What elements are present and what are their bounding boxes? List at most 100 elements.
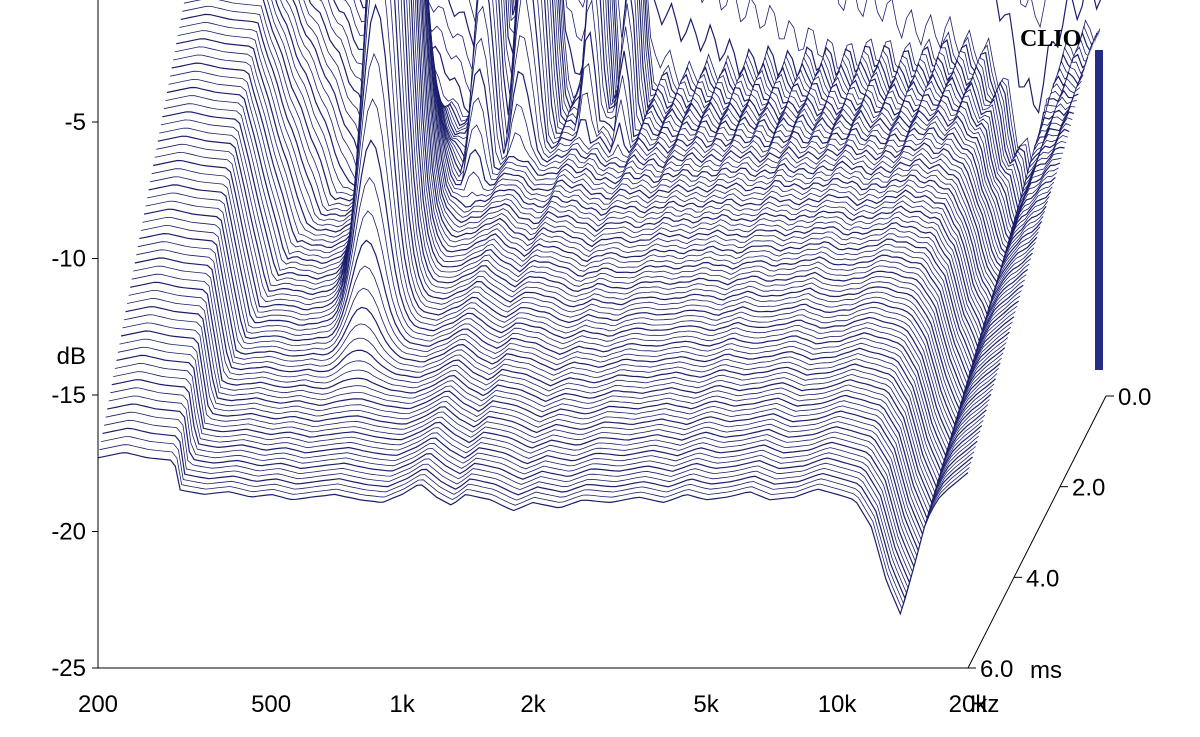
decay-slice bbox=[162, 0, 1033, 398]
decay-slice bbox=[110, 387, 981, 574]
decay-slice bbox=[147, 176, 1018, 448]
decay-slice bbox=[127, 298, 998, 517]
x-unit-label: Hz bbox=[970, 691, 999, 718]
decay-slice bbox=[319, 0, 1071, 263]
decay-slice bbox=[111, 379, 983, 569]
decay-slice bbox=[154, 0, 1025, 423]
decay-slice bbox=[275, 0, 1061, 301]
z-tick-label: 0.0 bbox=[1118, 384, 1151, 411]
z-tick-label: 6.0 bbox=[980, 656, 1013, 683]
decay-slice bbox=[177, 0, 1049, 346]
decay-slice bbox=[105, 411, 976, 589]
decay-slice bbox=[285, 0, 1064, 289]
decay-slice bbox=[171, 0, 1043, 368]
x-tick-label: 500 bbox=[251, 691, 291, 718]
decay-slice bbox=[280, 0, 1062, 295]
decay-slice bbox=[145, 200, 1016, 454]
decay-slice bbox=[166, 0, 1038, 383]
decay-slice bbox=[150, 98, 1021, 438]
decay-slice bbox=[159, 0, 1030, 407]
decay-slice bbox=[122, 322, 993, 532]
decay-slice bbox=[262, 0, 1056, 318]
decay-slice bbox=[183, 0, 1055, 323]
z-tick-label: 2.0 bbox=[1072, 475, 1105, 502]
decay-slice bbox=[180, 0, 1052, 335]
z-tick-label: 4.0 bbox=[1026, 565, 1059, 592]
decay-slice bbox=[179, 0, 1050, 340]
decay-slice bbox=[97, 452, 969, 616]
decay-slice bbox=[308, 0, 1070, 269]
decay-slice bbox=[148, 139, 1019, 444]
decay-slice bbox=[157, 0, 1029, 413]
x-tick-label: 10k bbox=[818, 691, 858, 718]
decay-slice bbox=[140, 225, 1012, 469]
x-tick-label: 200 bbox=[78, 691, 118, 718]
decay-slice bbox=[298, 0, 1067, 278]
decay-slice bbox=[151, 52, 1022, 433]
time-axis-bar bbox=[1095, 50, 1103, 370]
decay-slice bbox=[114, 363, 986, 558]
decay-slice bbox=[124, 314, 995, 527]
decay-slice bbox=[292, 0, 1065, 284]
decay-slice bbox=[353, 0, 1077, 247]
brand-logo: CLIO bbox=[1020, 26, 1081, 52]
chart-frame bbox=[97, 0, 1107, 669]
decay-slice bbox=[131, 273, 1002, 501]
decay-slice bbox=[653, 0, 1098, 184]
decay-slice bbox=[359, 0, 1079, 243]
z-unit-label: ms bbox=[1030, 657, 1062, 684]
decay-slice bbox=[327, 0, 1073, 259]
decay-slice bbox=[333, 0, 1074, 255]
decay-slice bbox=[137, 241, 1009, 480]
y-tick-label: -10 bbox=[51, 246, 86, 273]
decay-slice bbox=[165, 0, 1036, 387]
decay-slice bbox=[101, 436, 972, 605]
decay-slice bbox=[267, 0, 1058, 312]
decay-slice bbox=[133, 265, 1004, 496]
decay-slice bbox=[143, 208, 1015, 459]
y-tick-label: -20 bbox=[51, 519, 86, 546]
decay-slice bbox=[160, 0, 1032, 402]
decay-slice bbox=[343, 0, 1076, 251]
x-tick-label: 20k bbox=[949, 691, 989, 718]
y-tick-label: -25 bbox=[51, 655, 86, 682]
decay-slice bbox=[128, 289, 999, 511]
decay-slice bbox=[116, 354, 987, 554]
decay-slices bbox=[97, 0, 1106, 668]
decay-slice bbox=[134, 257, 1006, 491]
decay-slice bbox=[182, 0, 1053, 329]
decay-slice bbox=[104, 419, 975, 595]
y-tick-label: -15 bbox=[51, 382, 86, 409]
decay-slice bbox=[117, 346, 989, 548]
decay-slice bbox=[136, 249, 1007, 485]
y-unit-label: dB bbox=[57, 343, 86, 370]
decay-slice bbox=[163, 0, 1035, 392]
decay-slice bbox=[119, 338, 990, 543]
decay-slice bbox=[837, 0, 1101, 168]
decay-slice bbox=[176, 0, 1047, 352]
decay-slice bbox=[701, 0, 1099, 175]
y-tick-label: -5 bbox=[65, 109, 86, 136]
decay-slice bbox=[120, 330, 992, 538]
decay-slice bbox=[153, 3, 1024, 428]
decay-slice bbox=[384, 0, 1082, 236]
slice-fill bbox=[98, 452, 968, 668]
decay-slice bbox=[108, 395, 979, 579]
decay-slice bbox=[102, 427, 973, 600]
decay-slice bbox=[142, 216, 1013, 464]
x-tick-label: 5k bbox=[693, 691, 719, 718]
x-tick-label: 2k bbox=[520, 691, 546, 718]
decay-slice bbox=[173, 0, 1044, 362]
decay-slice bbox=[113, 371, 984, 563]
decay-slice bbox=[125, 306, 997, 523]
decay-slice bbox=[168, 0, 1039, 377]
frame-edge bbox=[967, 395, 1107, 669]
decay-slice bbox=[139, 232, 1010, 475]
decay-slice bbox=[271, 0, 1059, 306]
decay-slice bbox=[107, 403, 978, 585]
decay-slice bbox=[130, 281, 1001, 507]
decay-slice bbox=[174, 0, 1046, 356]
